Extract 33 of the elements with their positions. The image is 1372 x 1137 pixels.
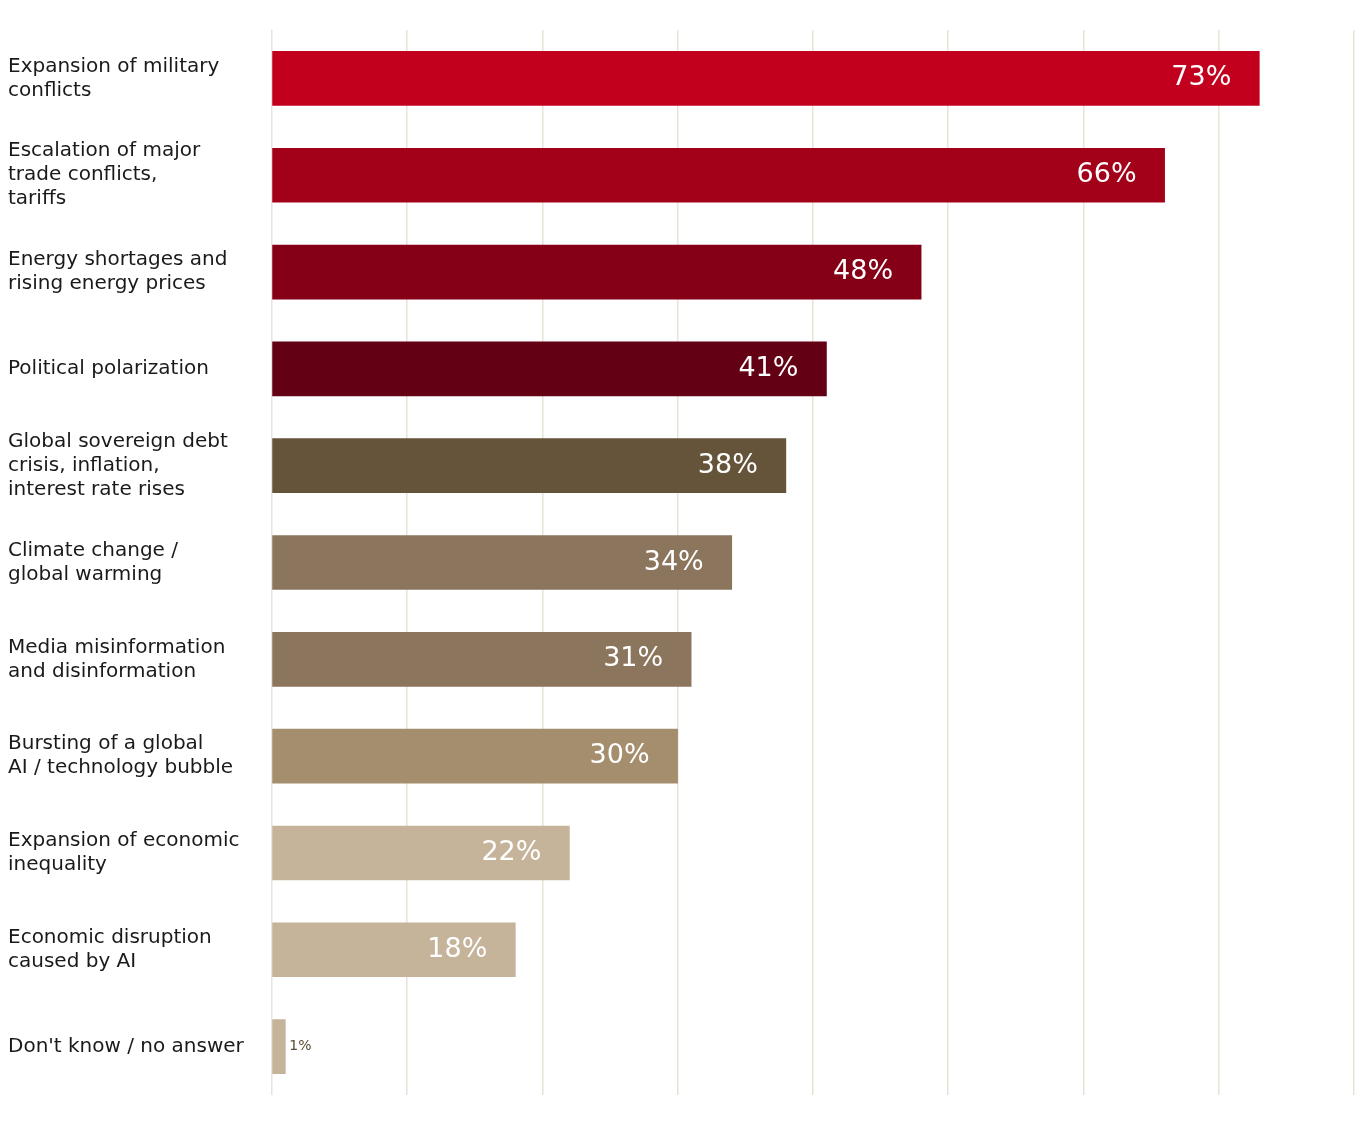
bar xyxy=(272,51,1260,106)
y-tick-label: Bursting of a global AI / technology bubble xyxy=(8,730,234,779)
data-label: 41% xyxy=(738,350,799,382)
y-tick-label: Economic disruption caused by AI xyxy=(8,923,212,972)
data-label: 18% xyxy=(427,931,488,963)
data-label: 30% xyxy=(589,738,650,770)
y-tick-label: Expansion of military conflicts xyxy=(8,52,220,101)
bar xyxy=(272,922,516,978)
data-label: 73% xyxy=(1171,60,1232,92)
data-label: 34% xyxy=(643,544,704,576)
data-label: 1% xyxy=(289,1037,312,1054)
bar xyxy=(272,147,1165,203)
y-tick-label: Media misinformation and disinformation xyxy=(8,633,226,682)
bar xyxy=(272,535,733,590)
y-tick-label: Political polarization xyxy=(8,355,209,380)
data-label: 48% xyxy=(833,254,894,286)
y-tick-label: Global sovereign debt crisis, inflation, interest rate rises xyxy=(8,427,229,500)
y-tick-label: Don't know / no answer xyxy=(8,1032,245,1057)
data-label: 22% xyxy=(481,834,542,866)
bar xyxy=(272,728,678,784)
bar xyxy=(272,341,827,397)
bar xyxy=(272,1019,286,1074)
bar xyxy=(272,244,922,300)
data-label: 66% xyxy=(1076,157,1137,189)
data-label: 31% xyxy=(603,641,664,673)
data-label: 38% xyxy=(697,447,758,479)
y-tick-label: Energy shortages and rising energy prices xyxy=(8,246,228,295)
y-tick-label: Escalation of major trade conflicts, tariffs xyxy=(8,137,201,210)
bar xyxy=(272,825,570,881)
y-tick-label: Expansion of economic inequality xyxy=(8,827,240,876)
bar xyxy=(272,631,692,687)
bar xyxy=(272,438,787,494)
y-tick-label: Climate change / global warming xyxy=(8,536,179,585)
